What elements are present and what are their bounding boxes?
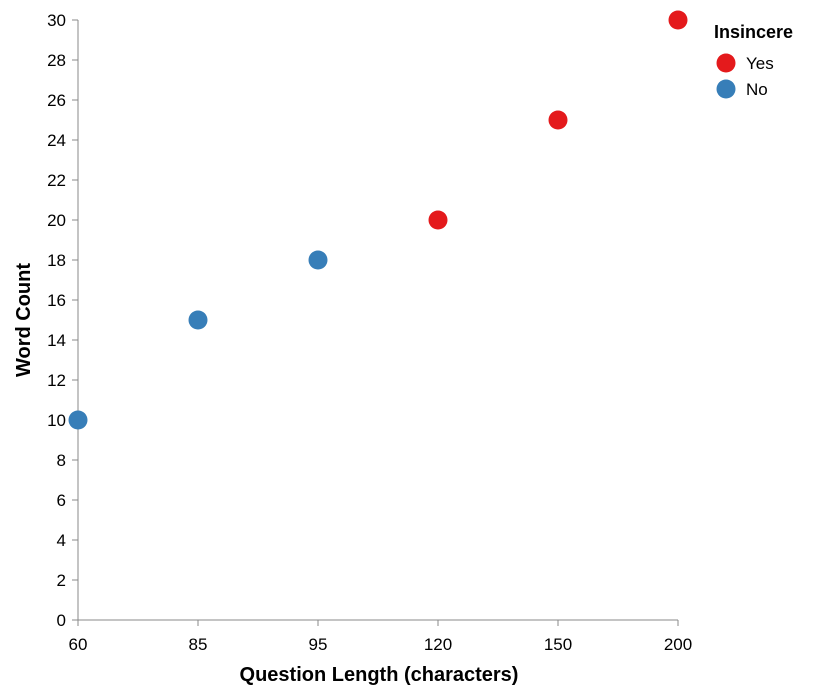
legend-label-yes: Yes [746,54,774,73]
legend: Insincere Yes No [714,22,793,99]
x-tick-label: 150 [544,635,572,654]
y-tick-label: 6 [57,491,66,510]
y-tick-label: 18 [47,251,66,270]
y-tick-label: 8 [57,451,66,470]
y-tick-label: 10 [47,411,66,430]
x-axis: 60 85 95 120 150 200 [69,619,692,654]
y-tick-label: 30 [47,11,66,30]
data-point-yes [668,10,688,30]
legend-marker-yes [716,53,736,73]
x-tick-label: 95 [309,635,328,654]
y-axis-title: Word Count [13,263,35,377]
y-tick-label: 16 [47,291,66,310]
y-tick-label: 14 [47,331,66,350]
y-tick-label: 12 [47,371,66,390]
data-point-yes [428,210,448,230]
y-tick-label: 0 [57,611,66,630]
legend-label-no: No [746,80,768,99]
y-tick-label: 28 [47,51,66,70]
y-tick-label: 26 [47,91,66,110]
y-tick-label: 2 [57,571,66,590]
x-tick-label: 60 [69,635,88,654]
y-tick-label: 24 [47,131,66,150]
x-axis-title: Question Length (characters) [240,664,519,686]
data-points [68,10,688,430]
legend-marker-no [716,79,736,99]
x-tick-label: 200 [664,635,692,654]
x-tick-label: 85 [189,635,208,654]
data-point-no [188,310,208,330]
data-point-yes [548,110,568,130]
data-point-no [68,410,88,430]
legend-title: Insincere [714,22,793,42]
x-tick-label: 120 [424,635,452,654]
y-tick-label: 4 [57,531,66,550]
data-point-no [308,250,328,270]
y-tick-label: 22 [47,171,66,190]
y-tick-label: 20 [47,211,66,230]
